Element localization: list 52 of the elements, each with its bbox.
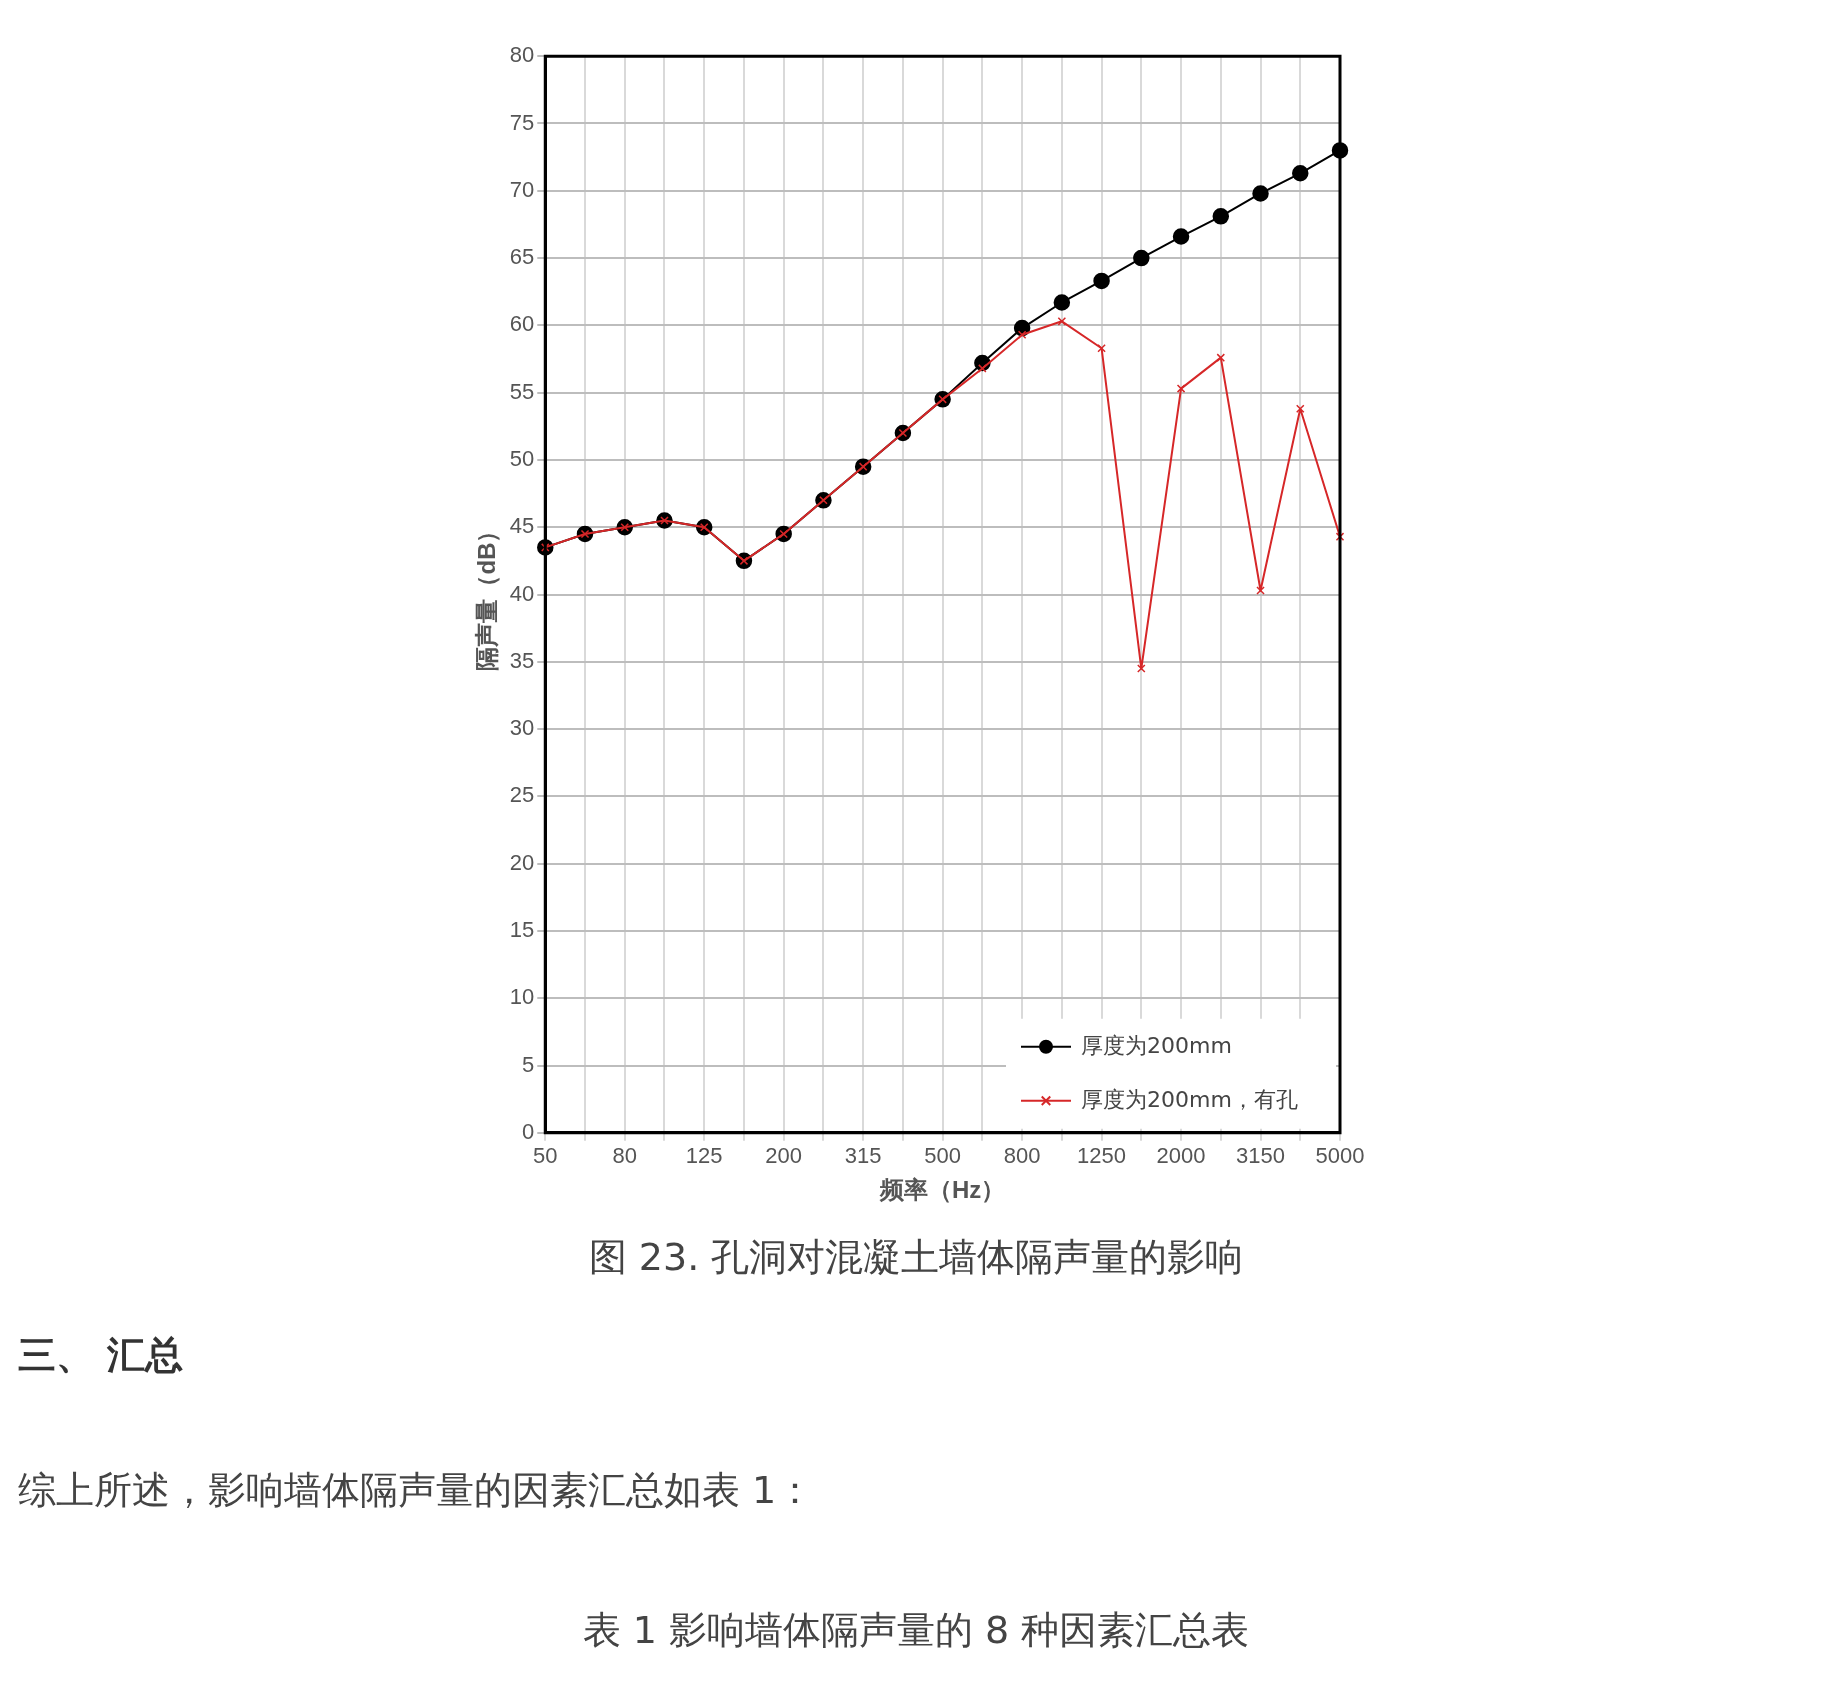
y-tick-label: 0 — [522, 1118, 535, 1144]
point — [1212, 208, 1230, 225]
legend-label: 厚度为200mm — [1081, 1032, 1232, 1058]
text: 三、 汇总 — [18, 1332, 184, 1379]
y-tick-label: 40 — [509, 580, 535, 606]
y-tick-label: 5 — [522, 1051, 535, 1077]
point — [1295, 404, 1305, 414]
point — [1137, 664, 1146, 673]
x-tick-label: 5000 — [1315, 1143, 1365, 1169]
point — [1172, 228, 1190, 245]
point — [1053, 294, 1071, 311]
x-tick-label: 200 — [765, 1143, 803, 1169]
y-tick-label: 80 — [509, 42, 535, 68]
x-tick-label: 125 — [685, 1143, 723, 1169]
point — [1093, 272, 1110, 290]
y-tick-label: 35 — [509, 647, 535, 673]
y-tick-label: 30 — [509, 715, 535, 741]
point — [1097, 343, 1106, 353]
x-tick-label: 800 — [1003, 1143, 1041, 1169]
x-tick-label: 500 — [924, 1143, 961, 1169]
point — [1292, 165, 1309, 182]
y-tick-label: 15 — [509, 917, 535, 942]
y-tick-label: 60 — [509, 311, 535, 337]
text: 图 23. 孔洞对混凝土墙体隔声量的影响 — [587, 1234, 1245, 1281]
legend-label: 厚度为200mm，有孔 — [1081, 1086, 1298, 1112]
y-tick-label: 55 — [509, 378, 535, 404]
y-tick-label: 10 — [509, 984, 535, 1010]
x-axis-title: 频率（Hz） — [878, 1176, 1006, 1204]
y-axis-title: 隔声量（dB） — [473, 518, 501, 671]
point — [1017, 330, 1027, 340]
point — [1057, 317, 1067, 326]
y-tick-label: 75 — [509, 109, 535, 135]
x-tick-label: 1250 — [1077, 1143, 1127, 1169]
y-tick-label: 65 — [509, 244, 535, 270]
point — [1335, 532, 1345, 541]
x-tick-label: 315 — [844, 1143, 882, 1169]
y-tick-label: 45 — [509, 513, 535, 539]
text: 综上所述，影响墙体隔声量的因素汇总如表 1： — [18, 1467, 815, 1514]
x-tick-label: 80 — [612, 1143, 637, 1169]
point — [1176, 384, 1186, 393]
y-tick-label: 70 — [509, 176, 535, 202]
point — [1133, 249, 1150, 267]
point — [1216, 353, 1226, 362]
x-tick-label: 2000 — [1156, 1143, 1206, 1169]
y-tick-label: 20 — [509, 849, 535, 875]
point — [1256, 586, 1265, 595]
y-tick-label: 25 — [509, 782, 535, 808]
text: 表 1 影响墙体隔声量的 8 种因素汇总表 — [581, 1607, 1251, 1654]
y-tick-label: 50 — [509, 445, 535, 471]
x-tick-label: 3150 — [1236, 1143, 1285, 1169]
point — [1252, 185, 1269, 202]
point — [978, 364, 987, 373]
